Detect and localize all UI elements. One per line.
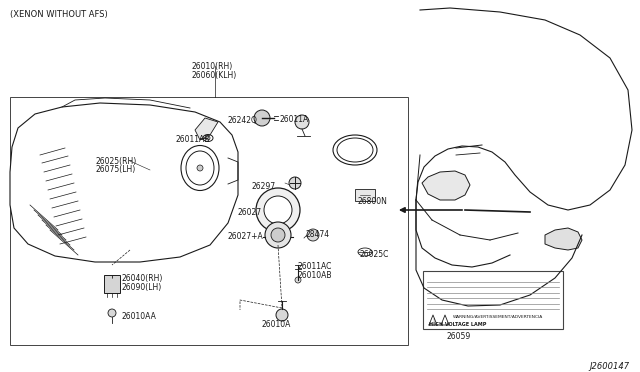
Text: J2600147: J2600147 xyxy=(590,362,630,371)
Text: !: ! xyxy=(432,317,434,323)
Circle shape xyxy=(256,188,300,232)
Text: 26242Q: 26242Q xyxy=(228,116,258,125)
Circle shape xyxy=(276,309,288,321)
Bar xyxy=(10,97,408,345)
Circle shape xyxy=(206,136,210,140)
Text: 26800N: 26800N xyxy=(358,197,388,206)
Text: 26025(RH): 26025(RH) xyxy=(95,157,136,166)
Text: 26011A: 26011A xyxy=(280,115,309,124)
Text: 26010A: 26010A xyxy=(262,320,291,329)
Text: 26027+A: 26027+A xyxy=(227,232,263,241)
Bar xyxy=(355,189,375,201)
Text: 26059: 26059 xyxy=(447,332,471,341)
Text: 26040(RH): 26040(RH) xyxy=(122,274,163,283)
Text: 26075(LH): 26075(LH) xyxy=(95,165,135,174)
Text: HIGH VOLTAGE LAMP: HIGH VOLTAGE LAMP xyxy=(429,322,486,327)
Circle shape xyxy=(289,177,301,189)
Text: 26027: 26027 xyxy=(238,208,262,217)
Text: 26297: 26297 xyxy=(252,182,276,191)
Text: 26011AB: 26011AB xyxy=(176,135,211,144)
Text: 26090(LH): 26090(LH) xyxy=(122,283,163,292)
Circle shape xyxy=(265,222,291,248)
Text: 26011AC: 26011AC xyxy=(298,262,332,271)
Polygon shape xyxy=(422,171,470,200)
Text: 26010AB: 26010AB xyxy=(298,271,333,280)
Bar xyxy=(423,271,563,329)
Text: 26025C: 26025C xyxy=(360,250,389,259)
Circle shape xyxy=(264,196,292,224)
Circle shape xyxy=(108,309,116,317)
Text: (XENON WITHOUT AFS): (XENON WITHOUT AFS) xyxy=(10,10,108,19)
Circle shape xyxy=(295,277,301,283)
Text: 26060(KLH): 26060(KLH) xyxy=(192,71,237,80)
Circle shape xyxy=(295,115,309,129)
Polygon shape xyxy=(545,228,582,250)
Circle shape xyxy=(254,110,270,126)
Text: WARNING/AVERTISSEMENT/ADVERTENCIA: WARNING/AVERTISSEMENT/ADVERTENCIA xyxy=(453,315,543,319)
Circle shape xyxy=(197,165,203,171)
Circle shape xyxy=(271,228,285,242)
Bar xyxy=(104,275,120,293)
Text: 26010AA: 26010AA xyxy=(122,312,157,321)
Circle shape xyxy=(307,229,319,241)
Text: 26010(RH): 26010(RH) xyxy=(192,62,233,71)
Polygon shape xyxy=(195,118,218,140)
Text: 28474: 28474 xyxy=(306,230,330,239)
Polygon shape xyxy=(10,103,238,262)
